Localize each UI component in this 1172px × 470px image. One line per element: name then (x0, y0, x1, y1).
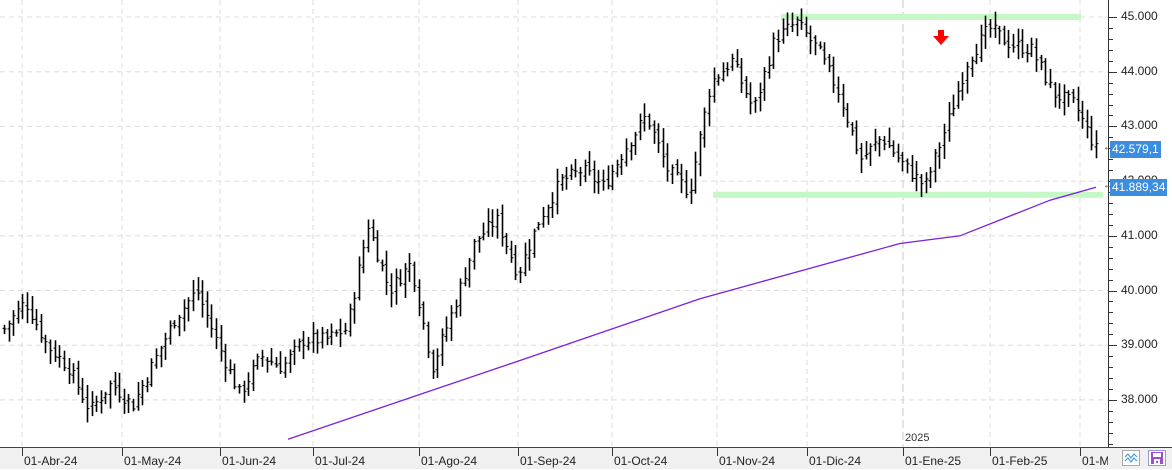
x-tick-label: 01-Abr-24 (24, 454, 78, 468)
y-tick-label: 39.000 (1121, 337, 1158, 352)
y-minor-tick (1109, 93, 1113, 95)
y-minor-tick (1109, 224, 1113, 226)
y-tick (1109, 126, 1117, 128)
y-minor-tick (1109, 246, 1113, 248)
y-minor-tick (1109, 410, 1113, 412)
y-minor-tick (1109, 27, 1113, 29)
x-tick (220, 448, 221, 456)
x-tick-label: 01-May-24 (124, 454, 182, 468)
y-tick-label: 41.000 (1121, 227, 1158, 242)
x-axis[interactable]: 01-Abr-24 01-May-24 01-Jun-24 01-Jul-24 01-A… (0, 447, 1108, 469)
y-minor-tick (1109, 82, 1113, 84)
x-tick (518, 448, 519, 456)
y-minor-tick (1109, 356, 1113, 358)
x-tick-label: 01-Sep-24 (520, 454, 577, 468)
y-minor-tick (1109, 443, 1113, 445)
x-tick-label: 01-Ene-25 (905, 454, 962, 468)
y-tick-label: 38.000 (1121, 391, 1158, 406)
x-tick (717, 448, 718, 456)
pointer-arrow-icon: ← (1103, 142, 1113, 154)
y-minor-tick (1109, 334, 1113, 336)
x-tick (1080, 448, 1081, 456)
x-tick (313, 448, 314, 456)
y-minor-tick (1109, 268, 1113, 270)
y-tick (1109, 399, 1117, 401)
x-tick (122, 448, 123, 456)
y-minor-tick (1109, 257, 1113, 259)
year-marker: 2025 (905, 432, 930, 444)
y-tick (1109, 290, 1117, 292)
x-tick (419, 448, 420, 456)
x-tick (807, 448, 808, 456)
y-minor-tick (1109, 159, 1113, 161)
x-tick-label: 01-Ago-24 (421, 454, 478, 468)
moving-average-line (287, 186, 1097, 440)
y-tick (1109, 345, 1117, 347)
x-tick (990, 448, 991, 456)
y-minor-tick (1109, 279, 1113, 281)
down-arrow-icon (933, 30, 949, 45)
y-minor-tick (1109, 49, 1113, 51)
pointer-arrow-icon: ← (1103, 180, 1113, 192)
x-tick-label: 01-M (1082, 454, 1108, 468)
toolbar-corner (1108, 447, 1172, 469)
y-minor-tick (1109, 367, 1113, 369)
y-minor-tick (1109, 323, 1113, 325)
resistance-band (781, 14, 1081, 20)
x-tick (22, 448, 23, 456)
y-tick-label: 43.000 (1121, 118, 1158, 133)
save-button[interactable] (1148, 450, 1166, 466)
wave-icon (1124, 453, 1138, 463)
y-minor-tick (1109, 38, 1113, 40)
indicator-button[interactable] (1122, 450, 1140, 466)
x-tick-label: 01-Oct-24 (614, 454, 668, 468)
y-tick-label: 40.000 (1121, 282, 1158, 297)
support-band (713, 191, 1103, 198)
y-minor-tick (1109, 378, 1113, 380)
price-chart (0, 0, 1108, 448)
last-price-badge: 42.579,1 (1110, 141, 1161, 159)
x-tick-label: 01-Jul-24 (315, 454, 366, 468)
x-tick-label: 01-Feb-25 (992, 454, 1048, 468)
y-minor-tick (1109, 60, 1113, 62)
y-minor-tick (1109, 301, 1113, 303)
y-minor-tick (1109, 170, 1113, 172)
y-axis[interactable]: 45.00044.00043.00042.00041.00040.00039.0… (1103, 0, 1172, 448)
y-tick (1109, 17, 1117, 18)
y-minor-tick (1109, 115, 1113, 117)
y-minor-tick (1109, 312, 1113, 314)
chart-plot-area[interactable]: 2025 (0, 0, 1108, 448)
x-tick-label: 01-Jun-24 (222, 454, 277, 468)
y-minor-tick (1109, 202, 1113, 204)
y-minor-tick (1109, 137, 1113, 139)
y-tick-label: 45.000 (1121, 9, 1158, 23)
x-tick-label: 01-Nov-24 (719, 454, 776, 468)
floppy-disk-icon (1151, 452, 1163, 464)
y-minor-tick (1109, 388, 1113, 390)
y-minor-tick (1109, 213, 1113, 215)
y-minor-tick (1109, 432, 1113, 434)
y-tick (1109, 71, 1117, 73)
x-tick (612, 448, 613, 456)
y-minor-tick (1109, 421, 1113, 423)
x-tick (903, 448, 904, 456)
y-tick-label: 44.000 (1121, 63, 1158, 78)
y-minor-tick (1109, 104, 1113, 106)
moving-average-badge: 41.889,34 (1110, 179, 1168, 197)
y-tick (1109, 235, 1117, 237)
x-tick-label: 01-Dic-24 (809, 454, 862, 468)
